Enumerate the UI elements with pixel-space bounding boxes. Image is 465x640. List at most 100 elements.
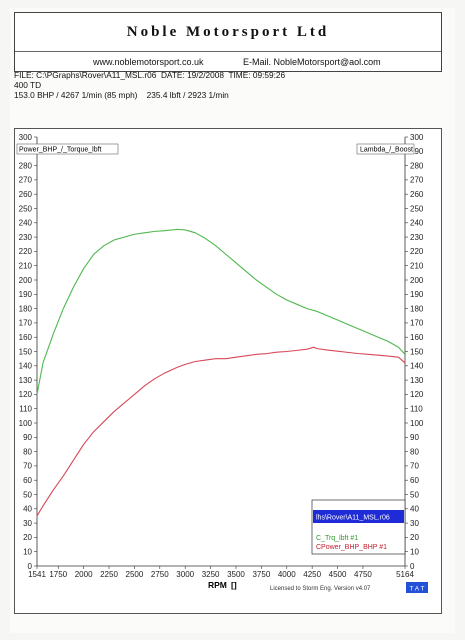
x-tick-label: 3250 [202, 570, 220, 579]
right-tick-label: 70 [410, 462, 419, 471]
right-tick-label: 140 [410, 362, 424, 371]
right-tick-label: 10 [410, 548, 419, 557]
right-tick-label: 110 [410, 405, 423, 414]
right-tick-label: 270 [410, 176, 424, 185]
right-tick-label: 240 [410, 219, 424, 228]
corner-badge [406, 582, 428, 593]
legend-file: lhs\Rover\A11_MSL.r06 [316, 515, 390, 522]
left-tick-label: 120 [19, 390, 33, 399]
header-divider [15, 51, 441, 52]
left-tick-label: 0 [28, 562, 33, 571]
right-tick-label: 230 [410, 233, 424, 242]
right-tick-label: 60 [410, 476, 419, 485]
email-text: E-Mail. NobleMotorsport@aol.com [243, 57, 381, 67]
power-series-line [36, 346, 406, 517]
right-tick-label: 170 [410, 319, 424, 328]
right-tick-label: 280 [410, 161, 424, 170]
right-tick-label: 210 [410, 262, 424, 271]
right-tick-label: 50 [410, 490, 419, 499]
right-tick-label: 220 [410, 247, 424, 256]
x-tick-label: 2750 [151, 570, 169, 579]
legend: lhs\Rover\A11_MSL.r06 C_Trq_lbft #1 CPow… [311, 499, 406, 555]
x-tick-label: 4750 [354, 570, 372, 579]
right-tick-label: 130 [410, 376, 424, 385]
left-tick-label: 280 [19, 161, 33, 170]
x-tick-label: 4250 [303, 570, 321, 579]
left-axis-label: Power_BHP_/_Torque_lbft [19, 147, 102, 154]
left-tick-label: 140 [19, 362, 33, 371]
corner-badge-label: T A T [410, 586, 425, 593]
left-tick-label: 100 [19, 419, 33, 428]
left-tick-label: 130 [19, 376, 33, 385]
left-tick-label: 180 [19, 304, 33, 313]
right-tick-label: 180 [410, 304, 424, 313]
legend-torque: C_Trq_lbft #1 [316, 535, 358, 542]
left-tick-label: 250 [19, 204, 33, 213]
right-tick-label: 300 [410, 133, 424, 142]
x-tick-label: 3750 [252, 570, 270, 579]
right-tick-label: 290 [410, 147, 424, 156]
x-tick-label: 1541 [28, 570, 46, 579]
right-tick-label: 190 [410, 290, 424, 299]
x-axis-label: RPM [208, 580, 227, 590]
right-tick-label: 100 [410, 419, 424, 428]
website-text: www.noblemotorsport.co.uk [93, 57, 204, 67]
left-tick-label: 60 [23, 476, 32, 485]
left-tick-label: 170 [19, 319, 33, 328]
left-tick-label: 10 [23, 548, 32, 557]
right-tick-label: 120 [410, 390, 424, 399]
left-tick-label: 80 [23, 447, 32, 456]
left-tick-label: 220 [19, 247, 33, 256]
left-tick-label: 210 [19, 262, 33, 271]
x-tick-label: 2500 [126, 570, 144, 579]
left-axis-label-box [16, 143, 119, 155]
right-tick-label: 250 [410, 204, 424, 213]
right-tick-label: 30 [410, 519, 419, 528]
left-tick-label: 260 [19, 190, 33, 199]
right-tick-label: 80 [410, 447, 419, 456]
right-tick-label: 160 [410, 333, 424, 342]
x-tick-label: 4000 [278, 570, 296, 579]
x-tick-label: 3000 [176, 570, 194, 579]
company-name: Noble Motorsport Ltd [126, 24, 330, 40]
software-credit: Licensed to Storm Eng. Version v4.07 [270, 586, 371, 592]
run-info-peaks: 153.0 BHP / 4267 1/min (85 mph) 235.4 lb… [14, 90, 229, 100]
left-tick-label: 50 [23, 490, 32, 499]
right-tick-label: 20 [410, 533, 419, 542]
legend-power: CPower_BHP_BHP #1 [316, 544, 387, 551]
left-tick-label: 90 [23, 433, 32, 442]
right-tick-label: 0 [410, 562, 415, 571]
left-tick-label: 300 [19, 133, 33, 142]
left-tick-label: 20 [23, 533, 32, 542]
left-tick-label: 40 [23, 505, 32, 514]
left-tick-label: 240 [19, 219, 33, 228]
right-tick-label: 40 [410, 505, 419, 514]
company-header: Noble Motorsport Ltd www.noblemotorsport… [14, 12, 442, 72]
left-tick-label: 190 [19, 290, 33, 299]
left-tick-label: 270 [19, 176, 33, 185]
left-tick-label: 70 [23, 462, 32, 471]
left-tick-label: 110 [19, 405, 32, 414]
x-tick-label: 4500 [329, 570, 347, 579]
left-tick-label: 30 [23, 519, 32, 528]
left-tick-label: 150 [19, 347, 33, 356]
right-tick-label: 90 [410, 433, 419, 442]
left-tick-label: 230 [19, 233, 33, 242]
x-axis-label-suffix: [] [231, 580, 237, 590]
x-tick-label: 2250 [100, 570, 118, 579]
right-tick-label: 150 [410, 347, 424, 356]
legend-file-highlight [313, 510, 404, 523]
left-tick-label: 200 [19, 276, 33, 285]
run-info-file: FILE: C:\PGraphs\Rover\A11_MSL.r06 DATE:… [14, 70, 286, 80]
right-tick-label: 200 [410, 276, 424, 285]
left-tick-label: 160 [19, 333, 33, 342]
torque-series-line [36, 228, 406, 395]
run-info-vehicle: 400 TD [14, 80, 42, 90]
x-tick-label: 3500 [227, 570, 245, 579]
right-axis-label: Lambda_/_Boost [360, 147, 413, 154]
x-tick-label: 1750 [49, 570, 67, 579]
x-tick-label: 2000 [75, 570, 93, 579]
right-tick-label: 260 [410, 190, 424, 199]
right-axis-label-box [356, 143, 415, 155]
